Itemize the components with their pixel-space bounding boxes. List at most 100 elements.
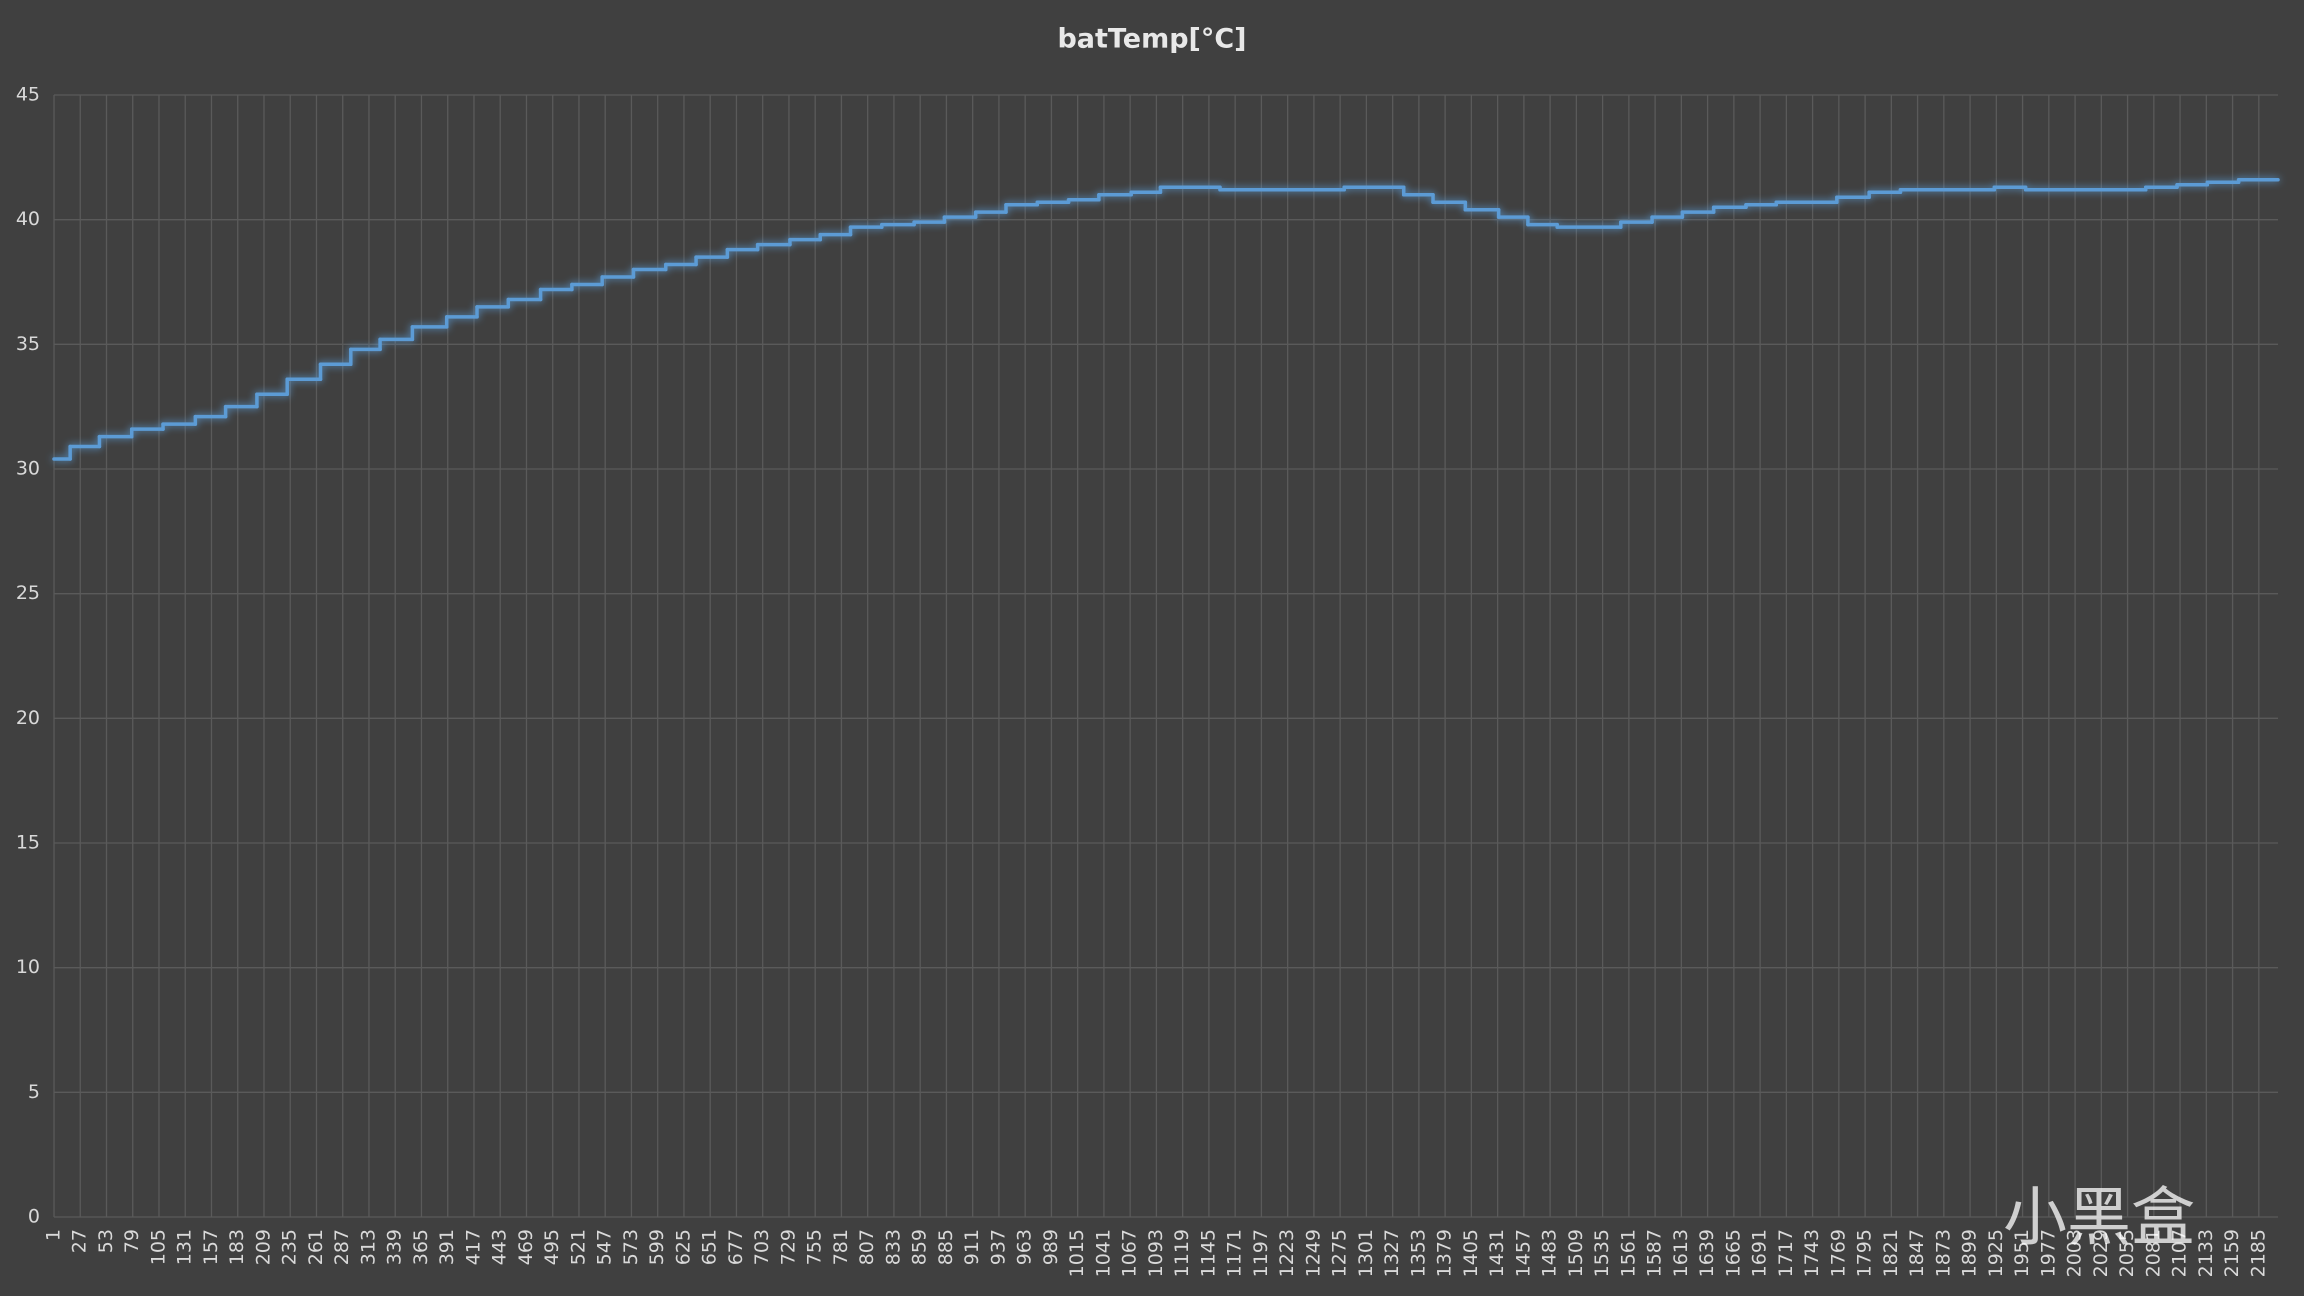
x-tick-label: 27	[69, 1229, 91, 1253]
y-tick-label: 10	[16, 956, 40, 978]
x-tick-label: 625	[672, 1229, 694, 1265]
x-tick-label: 521	[567, 1229, 589, 1265]
plot	[52, 178, 2280, 461]
x-tick-label: 729	[777, 1229, 799, 1265]
x-tick-label: 1639	[1696, 1229, 1718, 1277]
y-tick-label: 0	[28, 1206, 40, 1228]
x-tick-label: 1717	[1775, 1229, 1797, 1277]
x-tick-label: 313	[357, 1229, 379, 1265]
x-tick-label: 1821	[1880, 1229, 1902, 1277]
x-tick-label: 1041	[1092, 1229, 1114, 1277]
x-tick-label: 1379	[1434, 1229, 1456, 1277]
x-tick-label: 1587	[1644, 1229, 1666, 1277]
x-tick-label: 209	[252, 1229, 274, 1265]
y-tick-label: 40	[16, 208, 40, 230]
x-tick-label: 1873	[1932, 1229, 1954, 1277]
x-tick-label: 2003	[2064, 1229, 2086, 1277]
x-tick-label: 391	[436, 1229, 458, 1265]
x-tick-label: 2159	[2221, 1229, 2243, 1277]
x-tick-label: 1561	[1617, 1229, 1639, 1277]
x-tick-label: 2107	[2169, 1229, 2191, 1277]
x-tick-label: 1067	[1119, 1229, 1141, 1277]
x-tick-label: 755	[804, 1229, 826, 1265]
x-tick-label: 339	[384, 1229, 406, 1265]
y-tick-label: 30	[16, 458, 40, 480]
x-tick-label: 547	[594, 1229, 616, 1265]
x-tick-label: 2133	[2195, 1229, 2217, 1277]
x-tick-label: 131	[174, 1229, 196, 1265]
x-tick-label: 807	[856, 1229, 878, 1265]
x-tick-label: 911	[961, 1229, 983, 1265]
x-tick-label: 1353	[1407, 1229, 1429, 1277]
x-tick-label: 2185	[2247, 1229, 2269, 1277]
x-tick-label: 1119	[1171, 1229, 1193, 1277]
watermark: 小黑盒	[2003, 1182, 2195, 1256]
x-tick-label: 261	[305, 1229, 327, 1265]
x-tick-label: 1093	[1145, 1229, 1167, 1277]
x-tick-label: 2081	[2142, 1229, 2164, 1277]
x-tick-label: 1197	[1250, 1229, 1272, 1277]
x-tick-label: 1535	[1591, 1229, 1613, 1277]
y-tick-label: 35	[16, 333, 40, 355]
x-tick-label: 2029	[2090, 1229, 2112, 1277]
x-tick-label: 1171	[1224, 1229, 1246, 1277]
x-tick-label: 859	[909, 1229, 931, 1265]
x-tick-label: 183	[226, 1229, 248, 1265]
x-tick-label: 1795	[1854, 1229, 1876, 1277]
x-tick-label: 1223	[1276, 1229, 1298, 1277]
x-tick-label: 833	[882, 1229, 904, 1265]
x-tick-label: 1769	[1827, 1229, 1849, 1277]
x-tick-label: 1	[43, 1229, 65, 1241]
x-tick-label: 989	[1040, 1229, 1062, 1265]
x-tick-label: 1509	[1565, 1229, 1587, 1277]
x-tick-label: 599	[646, 1229, 668, 1265]
x-tick-label: 1899	[1959, 1229, 1981, 1277]
x-tick-label: 157	[200, 1229, 222, 1265]
x-tick-label: 1327	[1381, 1229, 1403, 1277]
x-tick-label: 1977	[2037, 1229, 2059, 1277]
x-tick-label: 1613	[1670, 1229, 1692, 1277]
chart-title: batTemp[°C]	[1057, 24, 1246, 55]
x-tick-label: 1847	[1906, 1229, 1928, 1277]
x-tick-label: 53	[95, 1229, 117, 1253]
x-tick-label: 417	[462, 1229, 484, 1265]
x-tick-label: 235	[279, 1229, 301, 1265]
x-tick-label: 365	[410, 1229, 432, 1265]
x-tick-label: 105	[147, 1229, 169, 1265]
x-tick-label: 469	[515, 1229, 537, 1265]
y-tick-label: 45	[16, 84, 40, 106]
x-tick-label: 1483	[1539, 1229, 1561, 1277]
y-tick-label: 25	[16, 582, 40, 604]
x-tick-label: 443	[489, 1229, 511, 1265]
x-tick-label: 703	[751, 1229, 773, 1265]
x-tick-label: 1457	[1512, 1229, 1534, 1277]
x-tick-label: 651	[699, 1229, 721, 1265]
x-tick-label: 79	[121, 1229, 143, 1253]
x-tick-label: 1301	[1355, 1229, 1377, 1277]
x-tick-label: 1743	[1801, 1229, 1823, 1277]
y-tick-label: 15	[16, 832, 40, 854]
x-tick-label: 1431	[1486, 1229, 1508, 1277]
x-tick-label: 573	[620, 1229, 642, 1265]
y-tick-label: 5	[28, 1081, 40, 1103]
x-tick-label: 885	[935, 1229, 957, 1265]
x-tick-label: 1015	[1066, 1229, 1088, 1277]
x-tick-label: 1691	[1749, 1229, 1771, 1277]
y-tick-label: 20	[16, 707, 40, 729]
x-tick-label: 1665	[1722, 1229, 1744, 1277]
grid	[53, 94, 2278, 1218]
x-tick-label: 677	[725, 1229, 747, 1265]
x-tick-label: 1275	[1329, 1229, 1351, 1277]
x-tick-label: 287	[331, 1229, 353, 1265]
x-tick-label: 1145	[1197, 1229, 1219, 1277]
x-tick-label: 963	[1014, 1229, 1036, 1265]
x-tick-label: 1925	[1985, 1229, 2007, 1277]
x-tick-label: 937	[987, 1229, 1009, 1265]
x-tick-label: 1405	[1460, 1229, 1482, 1277]
x-tick-label: 1951	[2011, 1229, 2033, 1277]
x-tick-label: 495	[541, 1229, 563, 1265]
x-tick-label: 2055	[2116, 1229, 2138, 1277]
